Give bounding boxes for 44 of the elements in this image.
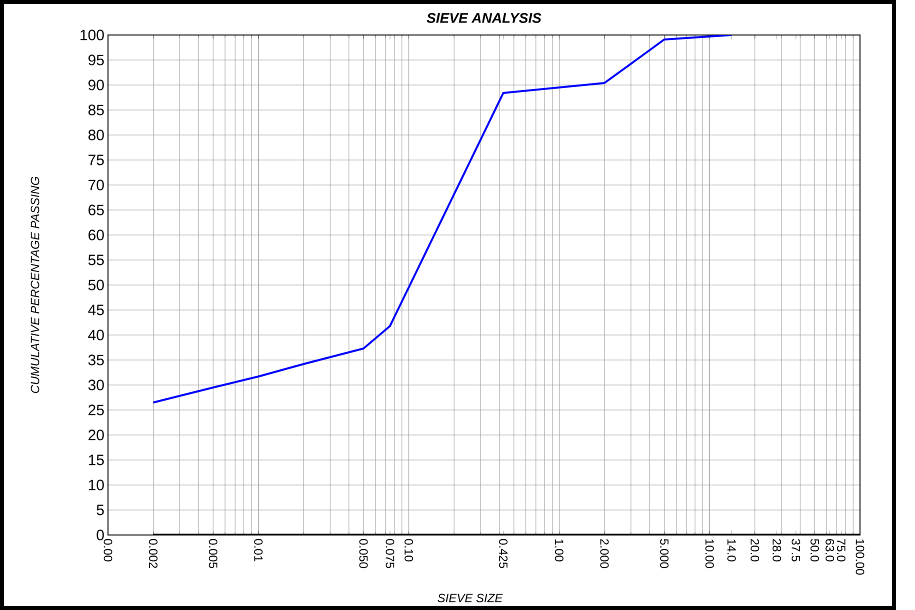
x-tick-label: 0.10: [404, 539, 414, 562]
y-tick-label: 40: [88, 330, 104, 340]
y-tick-label: 5: [96, 504, 104, 516]
y-tick-label: 80: [88, 130, 104, 140]
x-tick-label: 0.075: [386, 539, 394, 568]
y-tick-label: 65: [88, 204, 104, 216]
y-tick-label: 75: [88, 154, 104, 166]
y-tick-label: 70: [88, 180, 104, 190]
x-tick-label: 1.00: [554, 539, 564, 562]
x-tick-label: 5.000: [660, 539, 669, 568]
x-tick-label: 0.425: [499, 539, 508, 568]
y-tick-label: 50: [88, 280, 104, 290]
x-tick-label: 0.01: [254, 539, 263, 562]
x-tick-label: 50.0: [810, 539, 819, 562]
x-tick-label: 0.005: [208, 539, 218, 568]
y-tick-label: 95: [88, 54, 104, 66]
y-tick-label: 30: [88, 380, 104, 390]
x-tick-label: 2.000: [600, 539, 609, 568]
x-tick-label: 0.002: [149, 539, 158, 568]
x-tick-label: 28.0: [772, 539, 782, 562]
x-tick-label: 63.0: [826, 539, 834, 562]
y-tick-label: 0: [96, 530, 104, 540]
y-tick-label: 55: [88, 254, 104, 266]
y-tick-label: 15: [88, 454, 104, 466]
y-tick-label: 90: [88, 80, 104, 90]
x-tick-label: 14.0: [727, 539, 736, 562]
x-tick-label: 100.00: [856, 539, 864, 575]
y-tick-label: 85: [88, 104, 104, 116]
x-tick-label: 0.00: [104, 539, 112, 562]
x-tick-label: 0.050: [359, 539, 368, 568]
y-tick-label: 45: [88, 304, 104, 316]
x-axis-title: SIEVE SIZE: [438, 594, 503, 602]
y-tick-label: 35: [88, 354, 104, 366]
x-tick-label: 37.5: [792, 538, 800, 562]
y-tick-label: 10: [88, 480, 104, 490]
y-tick-label: 100: [80, 30, 104, 40]
x-tick-label: 20.0: [750, 539, 760, 562]
x-tick-label: 10.00: [705, 539, 714, 568]
y-axis-title: CUMULATIVE PERCENTAGE PASSING: [30, 176, 40, 394]
x-tick-label: 75.0: [836, 539, 846, 562]
y-tick-label: 60: [88, 230, 104, 240]
chart-title: SIEVE ANALYSIS: [426, 13, 542, 23]
y-tick-label: 20: [88, 430, 104, 440]
y-tick-label: 25: [88, 404, 104, 416]
